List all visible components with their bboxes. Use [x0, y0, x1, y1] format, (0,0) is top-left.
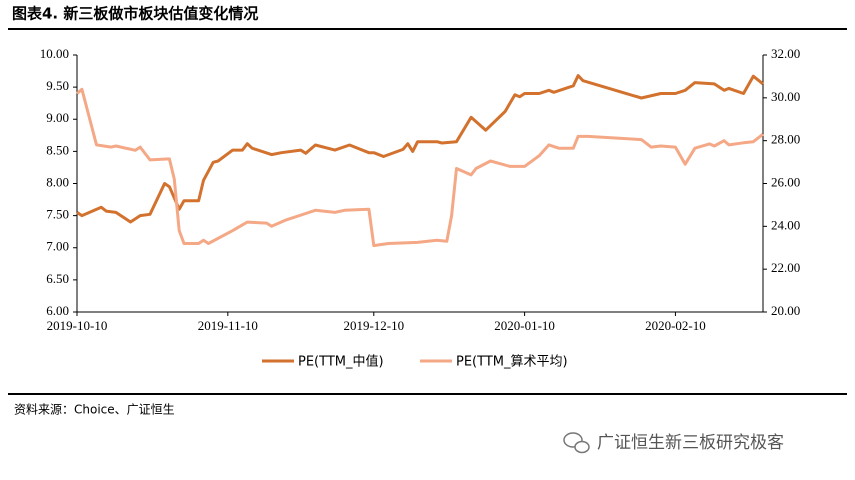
series-line	[76, 74, 764, 224]
y-tick-label: 9.00	[46, 110, 69, 125]
watermark: 广证恒生新三板研究极客	[597, 433, 784, 453]
x-tick-label: 2019-11-10	[198, 318, 258, 333]
chart-title: 图表4. 新三板做市板块估值变化情况	[12, 5, 258, 23]
y-tick-label: 9.50	[46, 78, 69, 93]
y2-tick-label: 22.00	[771, 260, 800, 275]
y-tick-label: 8.50	[46, 142, 69, 157]
x-tick-label: 2020-01-10	[494, 318, 555, 333]
y2-tick-label: 28.00	[771, 132, 800, 147]
legend-label: PE(TTM_算术平均)	[456, 355, 568, 370]
x-tick-label: 2019-10-10	[47, 318, 108, 333]
y-tick-label: 6.00	[46, 303, 69, 318]
series-line	[76, 87, 764, 248]
y-tick-label: 8.00	[46, 174, 69, 189]
y-tick-label: 10.00	[40, 46, 69, 61]
y2-tick-label: 32.00	[771, 46, 800, 61]
x-tick-label: 2020-02-10	[645, 318, 706, 333]
x-tick-label: 2019-12-10	[343, 318, 404, 333]
wechat-icon	[563, 432, 590, 454]
source: 资料来源：Choice、广证恒生	[14, 403, 175, 417]
y2-tick-label: 24.00	[771, 217, 800, 232]
y-tick-label: 6.50	[46, 271, 69, 286]
y-tick-label: 7.00	[46, 239, 69, 254]
y-tick-label: 7.50	[46, 207, 69, 222]
legend-label: PE(TTM_中值)	[298, 354, 384, 370]
y2-tick-label: 30.00	[771, 89, 800, 104]
y2-tick-label: 26.00	[771, 174, 800, 189]
y2-tick-label: 20.00	[771, 303, 800, 318]
